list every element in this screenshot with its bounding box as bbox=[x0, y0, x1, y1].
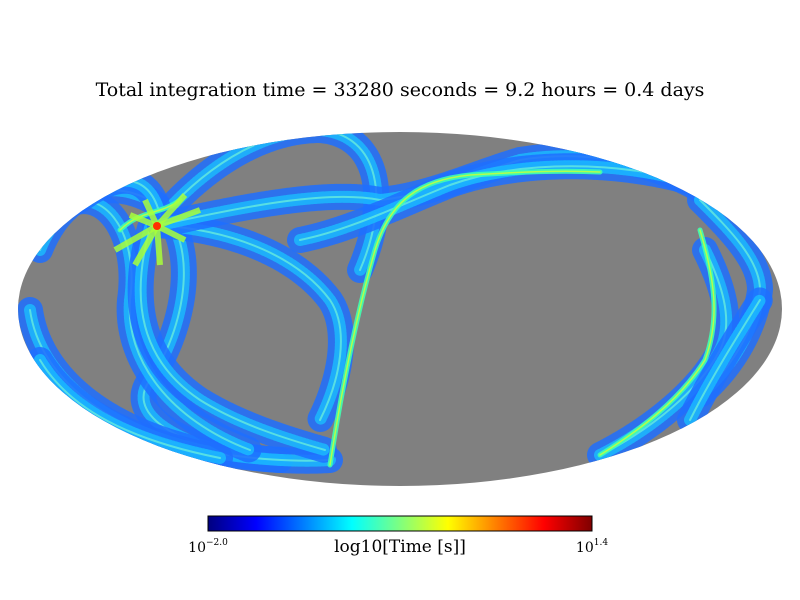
colorbar-max-label: 101.4 bbox=[576, 538, 608, 556]
hotspot-ray bbox=[154, 225, 163, 266]
hotspot-ray bbox=[154, 192, 188, 229]
hotspot-ray bbox=[128, 212, 159, 229]
hotspot-ray bbox=[155, 223, 187, 243]
colorbar-min-label: 10−2.0 bbox=[188, 538, 228, 556]
coverage-ridge-core bbox=[599, 229, 715, 456]
colorbar-min-exponent: −2.0 bbox=[206, 538, 228, 548]
colorbar-max-base: 10 bbox=[576, 540, 594, 556]
coverage-band-core bbox=[299, 165, 701, 241]
coverage-hotspot bbox=[113, 192, 202, 267]
hotspot-ray bbox=[142, 198, 160, 228]
hotspot-ray bbox=[113, 223, 159, 253]
colorbar: 10−2.0 log10[Time [s]] 101.4 bbox=[188, 515, 608, 557]
colorbar-label: log10[Time [s]] bbox=[334, 537, 466, 557]
mollweide-map bbox=[18, 132, 782, 486]
colorbar-min-base: 10 bbox=[188, 540, 206, 556]
colorbar-gradient bbox=[207, 515, 593, 532]
coverage-band-core bbox=[154, 224, 342, 421]
hotspot-ray bbox=[155, 207, 202, 229]
coverage-band-core bbox=[39, 359, 221, 459]
hotspot-core bbox=[153, 222, 161, 230]
coverage-ridge-core bbox=[329, 170, 601, 466]
coverage-tracks bbox=[18, 132, 774, 474]
coverage-band-core bbox=[139, 227, 326, 451]
chart-title: Total integration time = 33280 seconds =… bbox=[96, 79, 705, 101]
hotspot-ray bbox=[132, 224, 160, 267]
colorbar-max-exponent: 1.4 bbox=[594, 538, 609, 548]
coverage-band-core bbox=[689, 299, 761, 421]
